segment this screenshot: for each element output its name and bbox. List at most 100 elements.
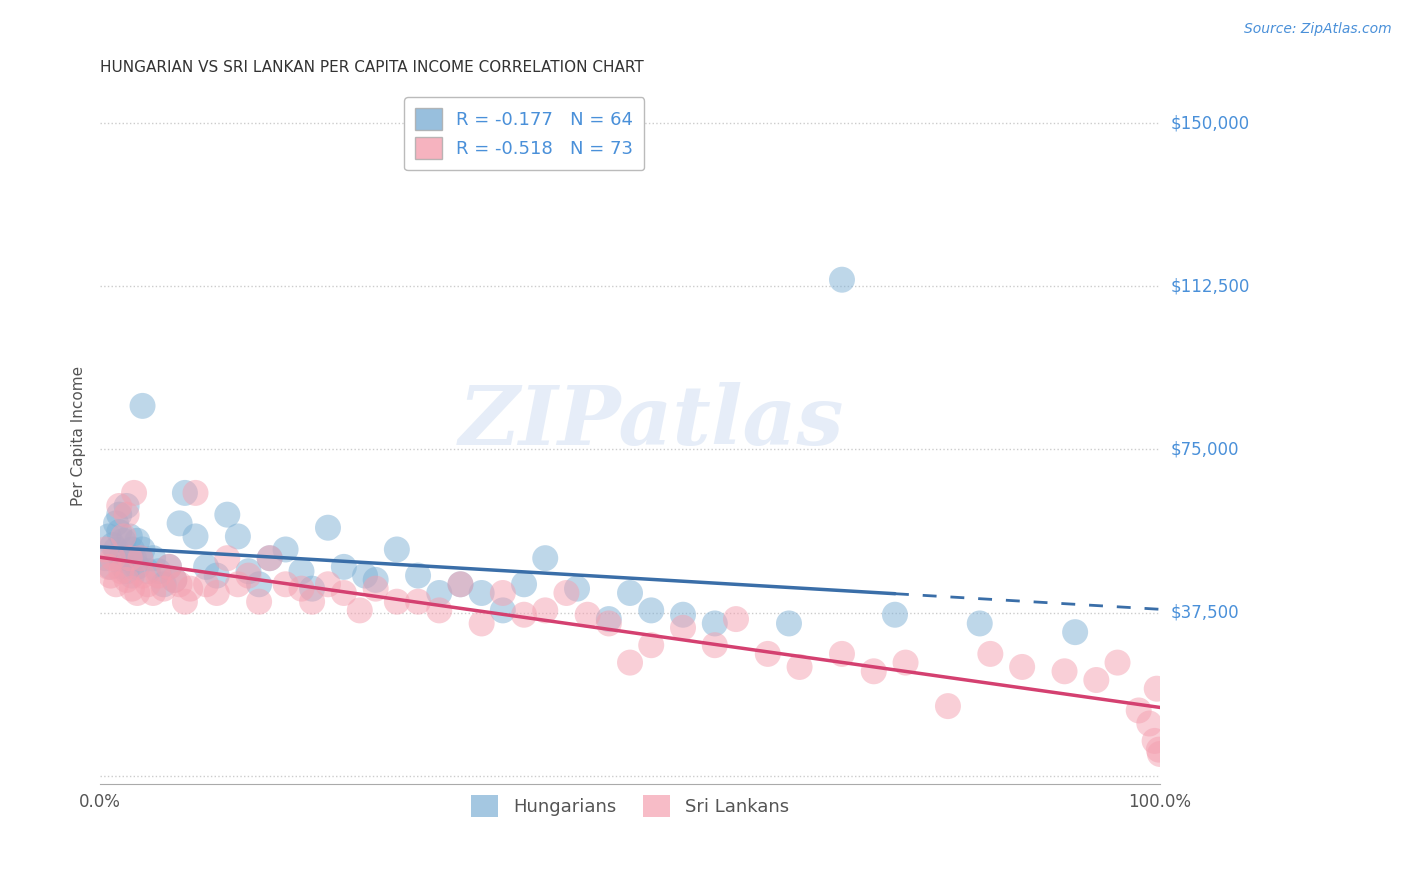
Point <box>385 595 408 609</box>
Point <box>756 647 779 661</box>
Point <box>619 656 641 670</box>
Point <box>148 568 170 582</box>
Point <box>969 616 991 631</box>
Point <box>274 577 297 591</box>
Point <box>205 568 228 582</box>
Point <box>127 533 149 548</box>
Point <box>122 486 145 500</box>
Point <box>121 542 143 557</box>
Point <box>127 560 149 574</box>
Point <box>112 560 135 574</box>
Point <box>169 577 191 591</box>
Point <box>115 573 138 587</box>
Point <box>831 647 853 661</box>
Point <box>115 564 138 578</box>
Point <box>290 582 312 596</box>
Point <box>364 582 387 596</box>
Point <box>301 595 323 609</box>
Point <box>174 595 197 609</box>
Point <box>513 607 536 622</box>
Point <box>226 577 249 591</box>
Point <box>115 499 138 513</box>
Point <box>152 577 174 591</box>
Point <box>703 638 725 652</box>
Point <box>831 273 853 287</box>
Point <box>142 586 165 600</box>
Point <box>862 665 884 679</box>
Point <box>316 521 339 535</box>
Point <box>789 660 811 674</box>
Point <box>101 551 124 566</box>
Point <box>290 564 312 578</box>
Text: ZIPatlas: ZIPatlas <box>458 383 844 462</box>
Point <box>142 551 165 566</box>
Point <box>534 551 557 566</box>
Point <box>1149 747 1171 761</box>
Point <box>301 582 323 596</box>
Point <box>1064 625 1087 640</box>
Point <box>1107 656 1129 670</box>
Point <box>333 560 356 574</box>
Text: $37,500: $37,500 <box>1171 604 1240 622</box>
Point <box>884 607 907 622</box>
Point <box>247 595 270 609</box>
Point <box>619 586 641 600</box>
Point <box>427 603 450 617</box>
Text: $112,500: $112,500 <box>1171 277 1250 295</box>
Point <box>1137 716 1160 731</box>
Point <box>131 542 153 557</box>
Point <box>226 529 249 543</box>
Point <box>274 542 297 557</box>
Point <box>598 612 620 626</box>
Point <box>108 524 131 539</box>
Point <box>1146 681 1168 696</box>
Y-axis label: Per Capita Income: Per Capita Income <box>72 367 86 507</box>
Point <box>195 560 218 574</box>
Point <box>169 516 191 531</box>
Point <box>148 564 170 578</box>
Text: $75,000: $75,000 <box>1171 441 1240 458</box>
Point <box>105 577 128 591</box>
Point <box>121 582 143 596</box>
Point <box>565 582 588 596</box>
Point <box>157 560 180 574</box>
Point <box>349 603 371 617</box>
Point <box>316 577 339 591</box>
Point <box>122 551 145 566</box>
Point <box>471 586 494 600</box>
Point <box>238 564 260 578</box>
Point <box>105 516 128 531</box>
Point <box>163 573 186 587</box>
Point <box>640 603 662 617</box>
Point <box>127 586 149 600</box>
Point <box>640 638 662 652</box>
Point <box>936 699 959 714</box>
Point <box>118 529 141 543</box>
Point <box>471 616 494 631</box>
Point <box>217 551 239 566</box>
Point <box>205 586 228 600</box>
Point <box>97 560 120 574</box>
Point <box>513 577 536 591</box>
Point <box>778 616 800 631</box>
Point <box>364 573 387 587</box>
Point <box>492 603 515 617</box>
Point <box>131 399 153 413</box>
Point <box>115 508 138 522</box>
Point <box>724 612 747 626</box>
Point <box>449 577 471 591</box>
Text: $150,000: $150,000 <box>1171 114 1250 132</box>
Point <box>894 656 917 670</box>
Point <box>129 551 152 566</box>
Text: Source: ZipAtlas.com: Source: ZipAtlas.com <box>1244 22 1392 37</box>
Point <box>555 586 578 600</box>
Point <box>129 551 152 566</box>
Point <box>259 551 281 566</box>
Point <box>1011 660 1033 674</box>
Point <box>703 616 725 631</box>
Point <box>184 529 207 543</box>
Point <box>598 616 620 631</box>
Point <box>195 577 218 591</box>
Point <box>108 508 131 522</box>
Point <box>100 568 122 582</box>
